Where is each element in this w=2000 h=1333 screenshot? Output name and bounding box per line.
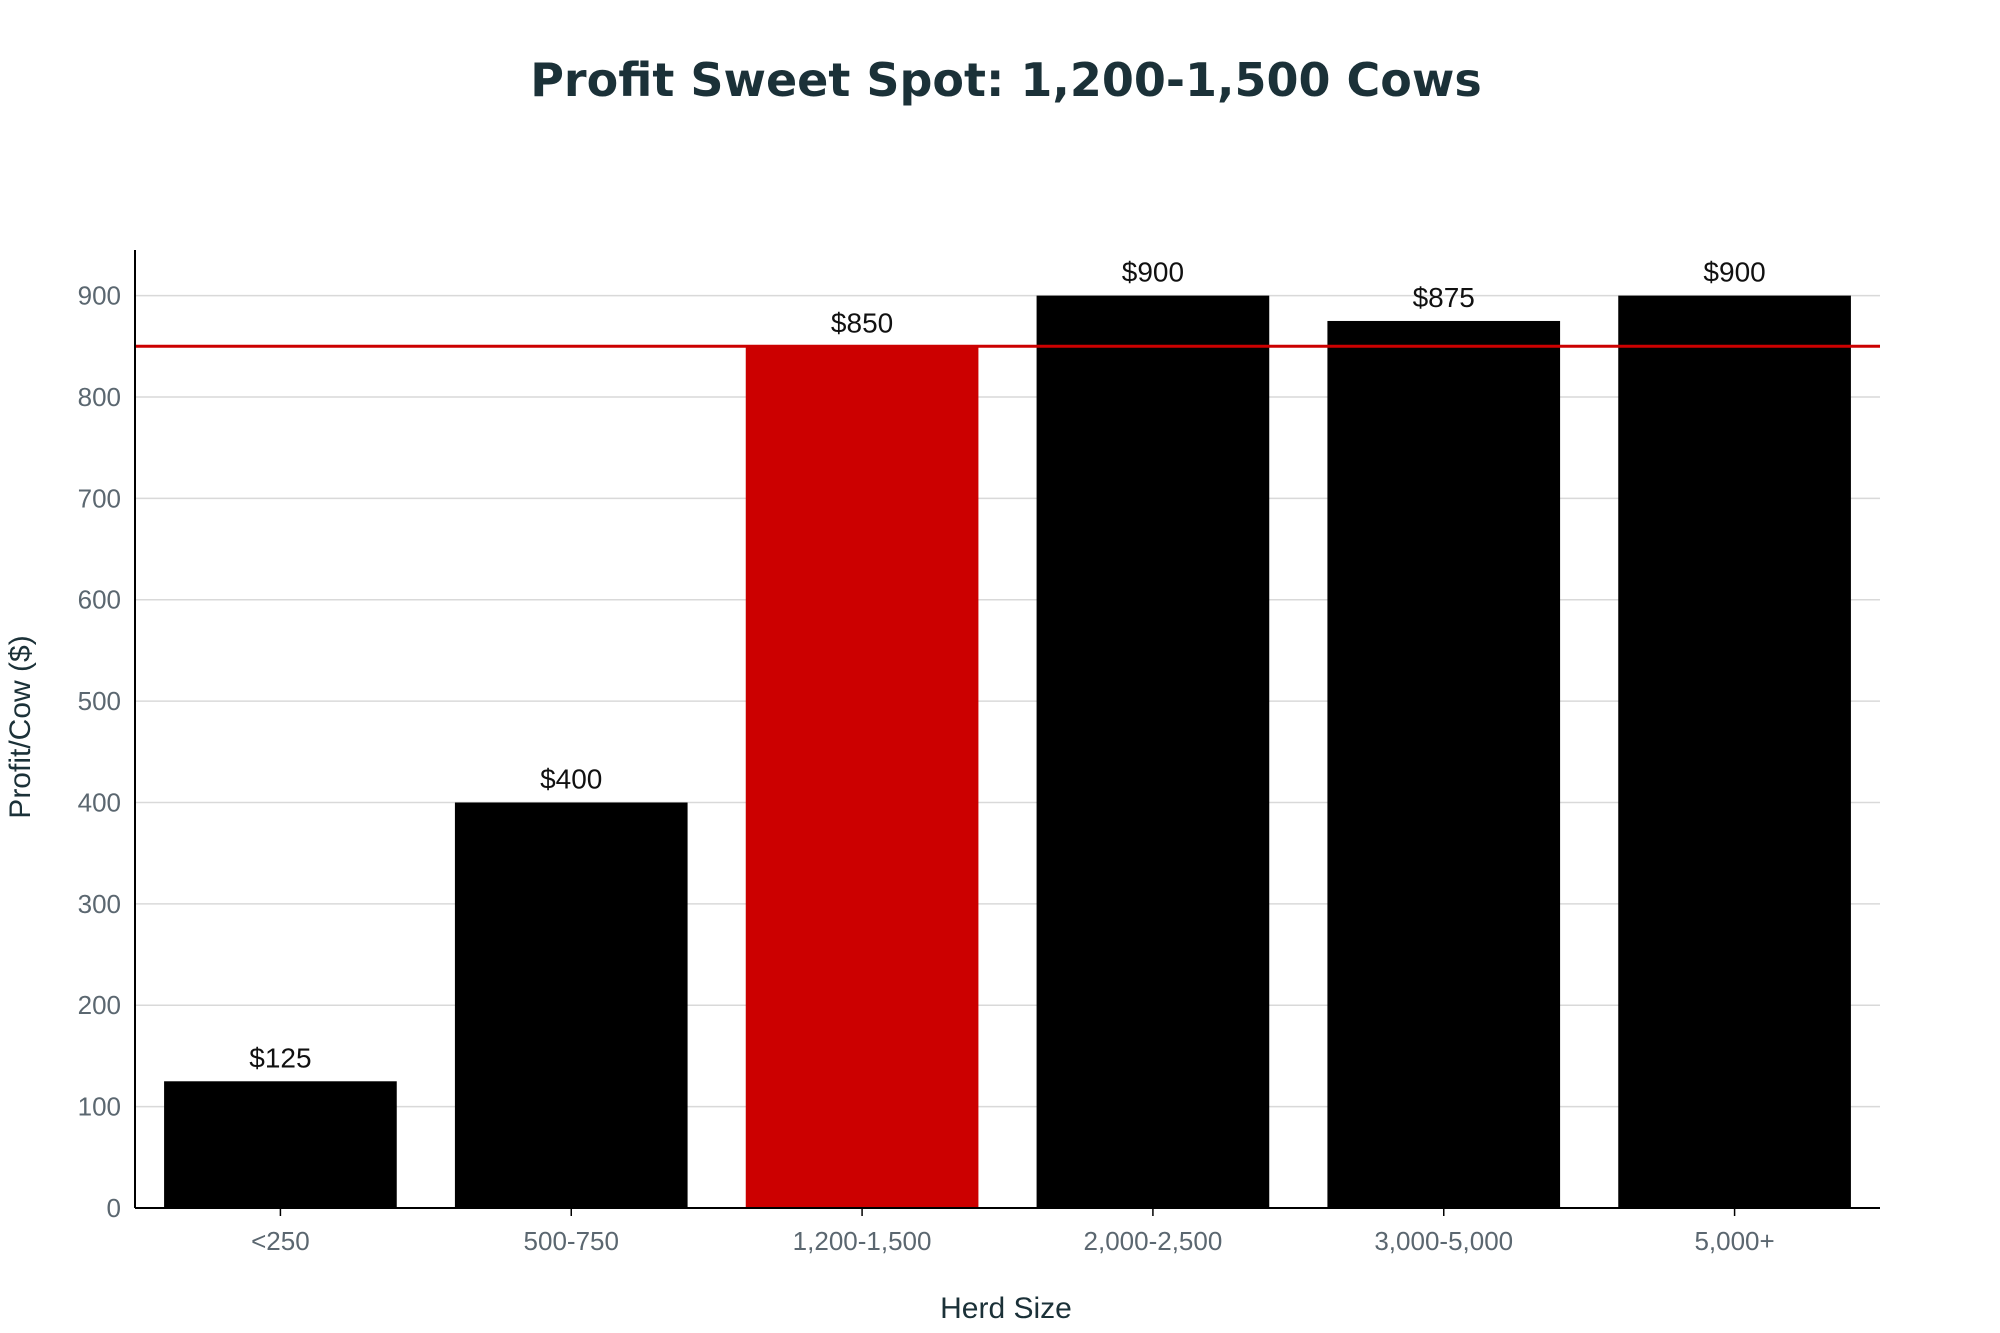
x-tick-label: 5,000+ xyxy=(1694,1226,1774,1256)
gridlines xyxy=(135,294,1880,1108)
data-label: $875 xyxy=(1413,282,1475,313)
bar-3 xyxy=(1036,295,1270,1209)
bar-0 xyxy=(164,1081,397,1208)
data-labels: $125 $400 $850 $900 $875 $900 xyxy=(249,257,1765,1074)
y-tick-label: 0 xyxy=(107,1193,121,1223)
bars xyxy=(164,295,1851,1209)
bar-1 xyxy=(454,802,688,1208)
data-label: $400 xyxy=(540,763,602,794)
bar-4 xyxy=(1327,320,1561,1208)
x-axis-title: Herd Size xyxy=(940,1292,1072,1325)
x-tick-label: 2,000-2,500 xyxy=(1084,1226,1223,1256)
bar-5 xyxy=(1618,295,1851,1209)
data-label: $125 xyxy=(249,1042,311,1073)
y-tick-label: 500 xyxy=(78,686,121,716)
x-tick-label: <250 xyxy=(251,1226,310,1256)
y-tick-label: 600 xyxy=(78,585,121,615)
data-label: $850 xyxy=(831,307,893,338)
bar-2 xyxy=(745,346,979,1208)
x-tick-label: 3,000-5,000 xyxy=(1374,1226,1513,1256)
chart-title: Profit Sweet Spot: 1,200-1,500 Cows xyxy=(530,53,1482,107)
y-tick-label: 400 xyxy=(78,787,121,817)
y-axis-title: Profit/Cow ($) xyxy=(4,635,37,818)
x-tick-label: 1,200-1,500 xyxy=(793,1226,932,1256)
axes: 0 100 200 300 400 500 600 700 800 900 <250 500-750 1… xyxy=(78,250,1880,1256)
y-tick-label: 900 xyxy=(78,281,121,311)
data-label: $900 xyxy=(1122,257,1184,288)
y-tick-label: 100 xyxy=(78,1092,121,1122)
y-tick-label: 700 xyxy=(78,483,121,513)
y-tick-label: 300 xyxy=(78,889,121,919)
y-tick-label: 200 xyxy=(78,990,121,1020)
y-tick-label: 800 xyxy=(78,382,121,412)
x-tick-label: 500-750 xyxy=(524,1226,619,1256)
data-label: $900 xyxy=(1703,257,1765,288)
